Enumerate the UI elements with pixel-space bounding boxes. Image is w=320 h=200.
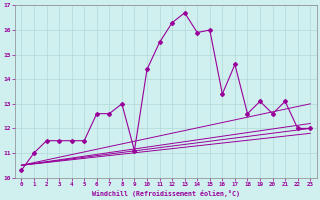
X-axis label: Windchill (Refroidissement éolien,°C): Windchill (Refroidissement éolien,°C) [92, 190, 240, 197]
